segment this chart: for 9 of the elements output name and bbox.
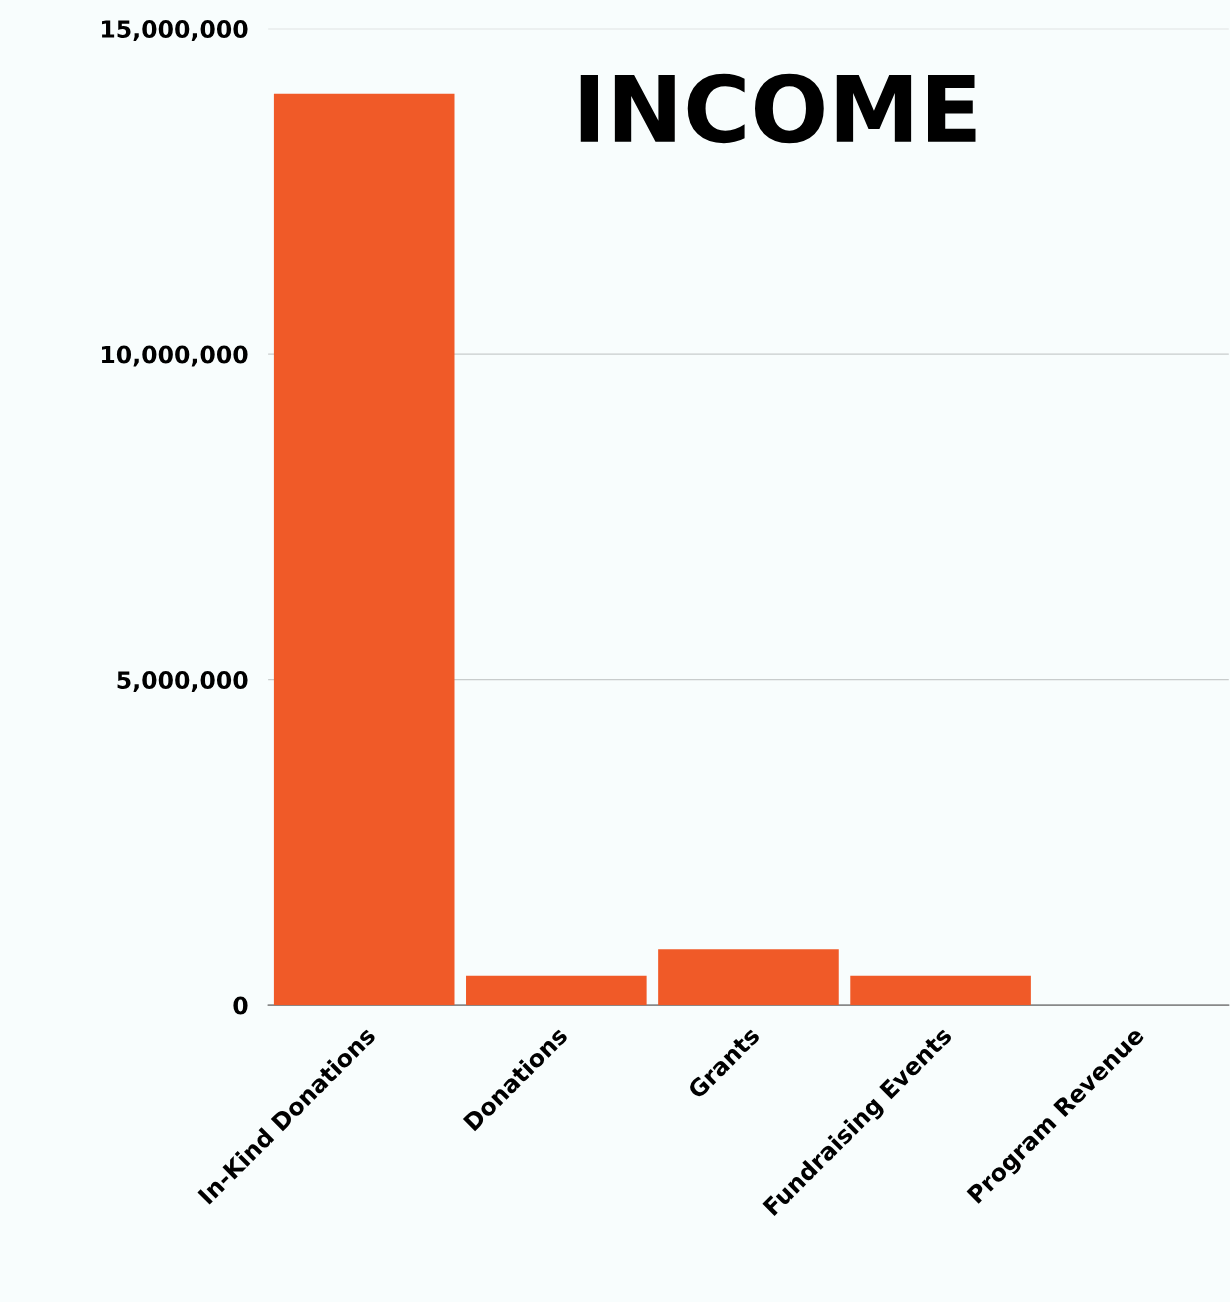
y-tick-label: 0 [233, 996, 248, 1015]
chart-title: INCOME [580, 73, 976, 144]
y-tick-label: 10,000,000 [102, 345, 248, 367]
bar [273, 93, 455, 1006]
y-tick-label: 15,000,000 [102, 20, 248, 41]
y-tick-label: 5,000,000 [117, 671, 248, 692]
bar [658, 949, 839, 1006]
bar [466, 975, 647, 1006]
bar [850, 975, 1031, 1006]
